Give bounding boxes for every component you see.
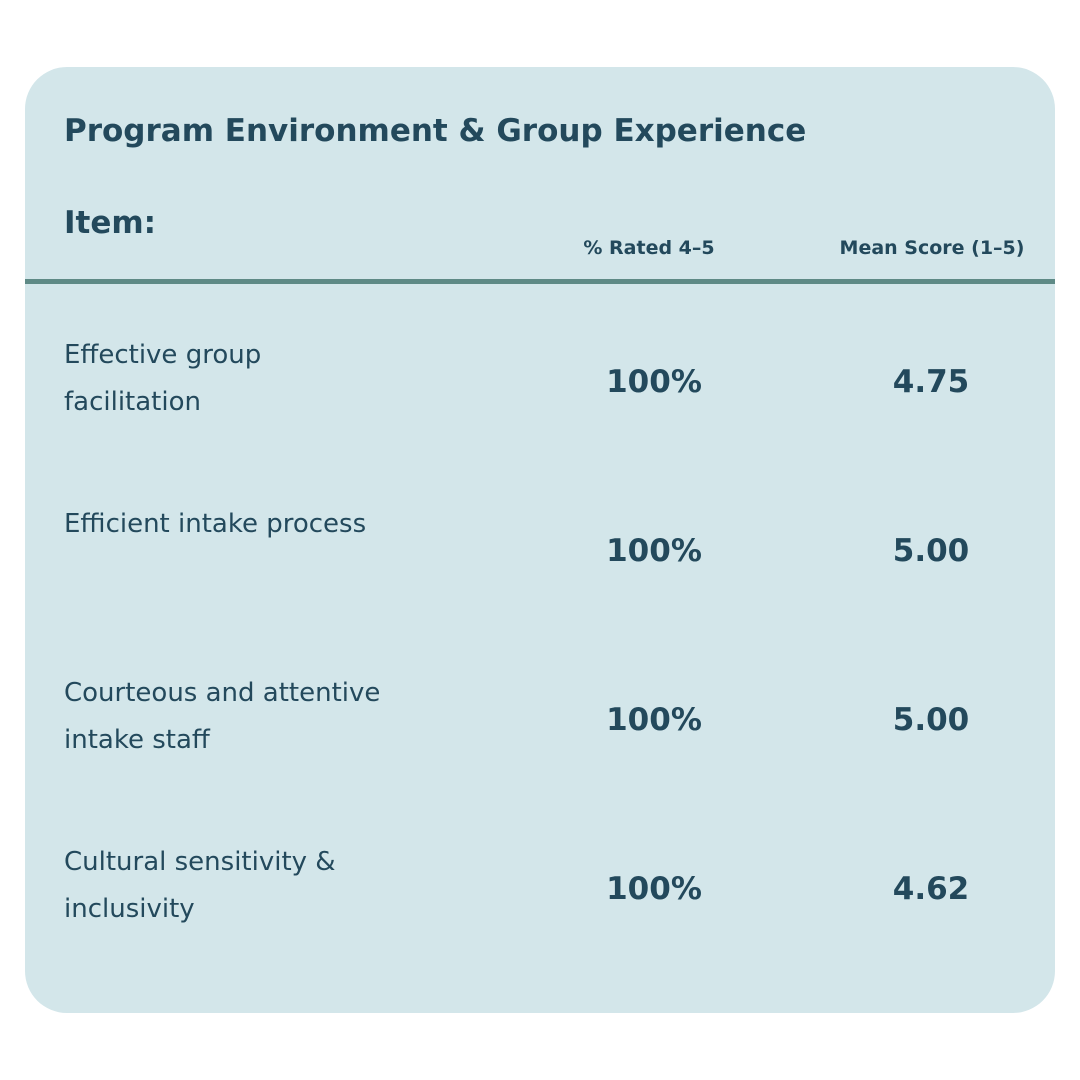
row-pct-rated-value: 100% (606, 364, 702, 400)
pct-rated-column-header: % Rated 4–5 (583, 237, 715, 259)
item-column-header: Item: (64, 205, 157, 241)
row-item-label: Courteous and attentive intake staff (64, 678, 381, 755)
row-mean-score-value: 4.75 (892, 364, 970, 400)
row-mean-score-value: 4.62 (892, 871, 970, 907)
row-mean-score-value: 5.00 (892, 702, 970, 738)
row-mean-score-value: 5.00 (892, 533, 970, 569)
row-pct-rated-value: 100% (606, 702, 702, 738)
table-title: Program Environment & Group Experience (64, 113, 807, 149)
table-row: Cultural sensitivity & inclusivity 100% … (25, 839, 1055, 939)
row-item-label: Effective group facilitation (64, 340, 262, 417)
row-pct-rated-value: 100% (606, 871, 702, 907)
table-row: Effective group facilitation 100% 4.75 (25, 332, 1055, 432)
survey-results-card: Program Environment & Group Experience I… (25, 67, 1055, 1013)
row-item-label: Cultural sensitivity & inclusivity (64, 847, 336, 924)
table-row: Efficient intake process 100% 5.00 (25, 501, 1055, 601)
row-item-label: Efficient intake process (64, 509, 367, 539)
header-divider (25, 279, 1055, 284)
mean-score-column-header: Mean Score (1–5) (839, 237, 1025, 259)
row-pct-rated-value: 100% (606, 533, 702, 569)
table-row: Courteous and attentive intake staff 100… (25, 670, 1055, 770)
